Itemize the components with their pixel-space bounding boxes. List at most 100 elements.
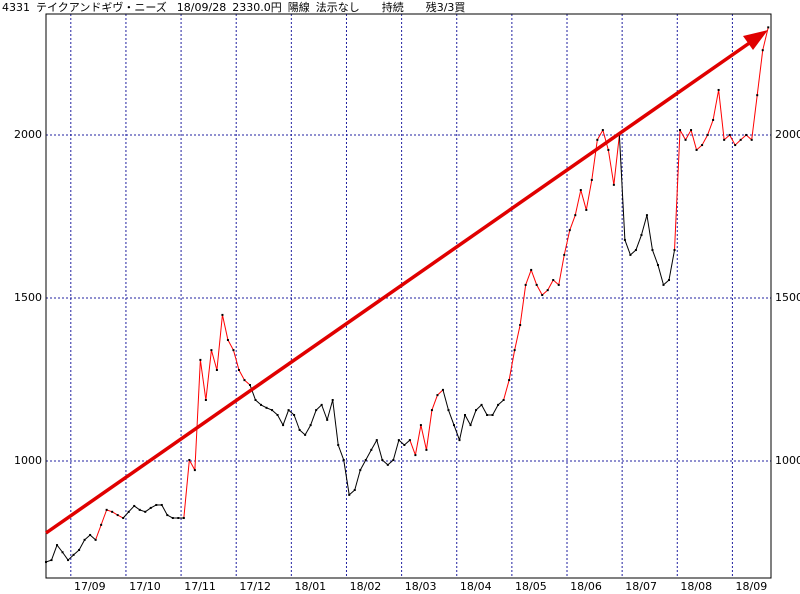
price-segment	[503, 379, 510, 401]
price-point	[111, 510, 114, 513]
title-part: 持続	[382, 0, 404, 14]
x-tick-label: 17/11	[184, 580, 216, 593]
price-segment	[756, 50, 764, 96]
price-point	[392, 458, 395, 461]
price-point	[535, 283, 538, 286]
price-point	[243, 379, 246, 382]
price-point	[287, 409, 290, 412]
price-segment	[62, 551, 69, 561]
price-point	[50, 559, 53, 562]
price-point	[469, 424, 472, 427]
price-point	[497, 403, 500, 406]
price-point	[756, 94, 759, 97]
price-point	[149, 506, 152, 509]
price-segment	[718, 89, 725, 140]
price-point	[475, 409, 478, 412]
price-segment	[668, 249, 676, 281]
price-segment	[205, 350, 212, 401]
price-point	[177, 517, 180, 520]
price-point	[61, 551, 64, 554]
price-point	[419, 424, 422, 427]
price-point	[210, 349, 213, 352]
plot-border	[45, 13, 772, 579]
price-point	[100, 523, 103, 526]
title-part: 法示なし	[316, 0, 360, 14]
price-point	[56, 544, 59, 547]
price-segment	[657, 264, 664, 286]
price-point	[248, 384, 251, 387]
price-segment	[376, 439, 383, 461]
x-tick-label: 18/07	[625, 580, 657, 593]
price-point	[78, 548, 81, 551]
price-point	[563, 253, 566, 256]
price-point	[155, 503, 158, 506]
price-point	[320, 403, 323, 406]
x-tick-label: 18/06	[570, 580, 602, 593]
price-point	[254, 398, 257, 401]
price-point	[480, 403, 483, 406]
price-segment	[326, 399, 334, 421]
price-point	[166, 514, 169, 517]
x-tick-label: 18/05	[515, 580, 547, 593]
price-segment	[448, 409, 455, 426]
price-segment	[607, 149, 615, 185]
price-point	[199, 358, 202, 361]
price-segment	[602, 129, 609, 151]
price-point	[359, 469, 362, 472]
price-point	[89, 533, 92, 536]
price-point	[519, 324, 522, 327]
title-part: テイクアンドギヴ・ニーズ	[36, 0, 167, 14]
price-point	[684, 138, 687, 141]
price-point	[138, 508, 141, 511]
price-segment	[618, 134, 626, 240]
price-segment	[525, 269, 532, 286]
price-point	[568, 229, 571, 232]
price-segment	[277, 414, 284, 426]
price-segment	[624, 239, 631, 256]
price-point	[397, 439, 400, 442]
price-point	[386, 463, 389, 466]
price-point	[116, 514, 119, 517]
price-point	[326, 418, 329, 421]
y-tick-label-right: 1500	[775, 291, 800, 304]
price-segment	[690, 129, 698, 151]
price-segment	[558, 254, 565, 286]
price-point	[271, 409, 274, 412]
price-segment	[701, 134, 709, 146]
price-segment	[508, 350, 516, 381]
price-segment	[536, 284, 543, 296]
price-segment	[712, 89, 720, 121]
price-segment	[249, 384, 256, 401]
price-point	[67, 559, 70, 562]
price-segment	[762, 27, 769, 51]
price-point	[712, 118, 715, 121]
price-point	[331, 398, 334, 401]
price-point	[761, 49, 764, 52]
price-point	[105, 508, 108, 511]
price-segment	[343, 459, 350, 495]
price-point	[342, 458, 345, 461]
price-segment	[238, 369, 245, 381]
price-segment	[569, 214, 576, 231]
price-point	[612, 183, 615, 186]
price-point	[309, 424, 312, 427]
price-segment	[580, 189, 587, 211]
price-segment	[365, 449, 372, 461]
price-point	[717, 88, 720, 91]
price-segment	[519, 284, 527, 326]
price-point	[221, 313, 224, 316]
price-segment	[596, 129, 604, 141]
price-point	[215, 369, 218, 372]
price-segment	[321, 404, 328, 421]
x-tick-label: 18/09	[736, 580, 768, 593]
price-point	[695, 148, 698, 151]
price-point	[750, 138, 753, 141]
price-point	[364, 458, 367, 461]
arrow-line	[44, 35, 760, 535]
y-tick-label: 1500	[14, 291, 42, 304]
x-tick-label: 18/02	[350, 580, 382, 593]
price-point	[745, 133, 748, 136]
price-segment	[188, 459, 196, 471]
price-point	[723, 138, 726, 141]
